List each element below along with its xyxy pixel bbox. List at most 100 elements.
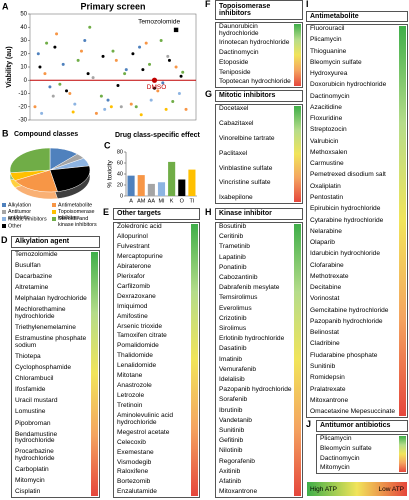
drug-name: Amifostine	[117, 312, 148, 320]
drug-name: Raloxifene	[117, 468, 149, 476]
drug-name: Cabazitaxel	[219, 119, 254, 127]
y-tick-label: 40	[20, 25, 27, 31]
drug-name: Ceritinib	[219, 233, 244, 241]
drug-name: Erlotinib hydrochloride	[219, 335, 285, 343]
legend-label: Antimetabolite	[58, 202, 92, 208]
drug-name: Vinorelbine tartrate	[219, 134, 275, 142]
drug-name: Cabozantinib	[219, 274, 258, 282]
y-tick-label: 0	[24, 78, 28, 84]
list-title: Topoisomerase inhibitors	[215, 0, 303, 20]
x-tick-label: O	[180, 198, 185, 204]
annotation-label: DMSO	[147, 84, 167, 91]
drug-name: Dacarbazine	[15, 273, 53, 281]
drug-name: Ifosfamide	[15, 386, 46, 394]
drug-list: Fluorouracil Plicamycin Thioguanine Bleomyc…	[306, 24, 408, 418]
atp-gradient	[91, 252, 98, 496]
drug-name: Mitotane	[117, 372, 143, 380]
drug-name: Tamoxifen citrate	[117, 332, 167, 340]
point	[76, 58, 80, 62]
drug-name: Teniposide	[219, 68, 251, 76]
drug-name: Clofarabine	[310, 261, 344, 269]
drug-name: Carfilzomib	[117, 282, 150, 290]
point	[99, 94, 103, 98]
drug-name: Dactinomycin	[310, 92, 350, 100]
point	[177, 92, 181, 95]
point	[65, 89, 69, 93]
drug-name: Vandetanib	[219, 416, 252, 424]
drug-name: Trametinib	[219, 243, 250, 251]
point	[119, 105, 123, 109]
y-tick-label: 20	[20, 51, 27, 57]
panel-letter: J	[306, 419, 312, 429]
drug-name: Nilotinib	[219, 447, 243, 455]
panel-letter: C	[104, 140, 111, 150]
y-tick-label: 0	[120, 193, 123, 199]
drug-name: Omacetaxine Mepesuccinate	[310, 408, 396, 416]
drug-name: Paclitaxel	[219, 149, 248, 157]
drug-name: Sunitinib	[219, 427, 245, 435]
point	[38, 65, 42, 69]
point	[153, 86, 156, 90]
legend-label-line: Topoisomerase	[58, 209, 95, 215]
drug-name: Dasatinib	[219, 345, 247, 353]
atp-scale: High ATP Low ATP	[307, 482, 407, 496]
drug-name: Dexrazoxane	[117, 292, 156, 300]
drug-name: Cytarabine hydrochloride	[310, 216, 384, 224]
chart-title: Primary screen	[80, 1, 145, 11]
drug-name: Ixabepilone	[219, 194, 253, 202]
atp-gradient	[294, 224, 301, 496]
x-tick-label: A	[129, 198, 133, 204]
drug-name: Thiotepa	[15, 352, 41, 360]
legend-swatch	[2, 210, 6, 214]
point	[109, 105, 113, 109]
point	[106, 98, 110, 102]
atp-gradient	[399, 26, 406, 416]
legend-label-line: antibiotic	[8, 215, 30, 221]
chart-title: Compound classes	[14, 131, 78, 138]
x-tick-label: K	[170, 198, 174, 204]
y-tick-label: -30	[18, 118, 27, 124]
drug-name: Lomustine	[15, 408, 46, 416]
point	[181, 70, 185, 74]
drug-name: Carboplatin	[15, 465, 49, 473]
bar	[127, 175, 135, 196]
point	[131, 52, 135, 56]
drug-name: Vismodegib	[117, 458, 152, 466]
drug-name: Uracil mustard	[15, 397, 58, 405]
drug-name: Vorinostat	[310, 295, 340, 303]
drug-name: Bosutinib	[219, 223, 247, 230]
point	[111, 49, 115, 53]
y-tick-label: 80	[117, 149, 123, 155]
atp-gradient	[294, 106, 301, 202]
drug-name: Megestrol acetate	[117, 428, 170, 436]
point	[86, 72, 90, 76]
legend-label: Topoisomerase inhibitors	[58, 209, 95, 221]
drug-name: Bleomycin sulfate	[320, 444, 372, 452]
list-title: Other targets	[113, 208, 200, 220]
drug-name: Streptozocin	[310, 126, 347, 134]
drug-name: Dactinomycin	[320, 454, 360, 462]
drug-name: Pazopanib hydrochloride	[219, 386, 292, 394]
x-tick-label: AM	[137, 198, 146, 204]
point	[116, 84, 120, 88]
drug-name: Zoledronic acid	[117, 223, 162, 230]
list-title: Antimetabolite	[306, 11, 408, 22]
drug-name: Thioguanine	[310, 47, 347, 55]
point	[88, 25, 92, 29]
y-tick-label: 40	[117, 171, 123, 177]
y-axis-label: Viability (au)	[6, 46, 13, 88]
annotation-point	[151, 77, 158, 83]
panel-letter: B	[2, 128, 9, 138]
point	[174, 65, 178, 69]
drug-name: Sorafenib	[219, 396, 248, 404]
point	[103, 107, 107, 111]
point	[166, 54, 170, 58]
pie-slice	[14, 169, 58, 193]
drug-name: Lapatinib	[219, 253, 246, 261]
drug-name: Imatinib	[219, 355, 243, 363]
point	[45, 41, 49, 45]
drug-name: Nelarabine	[310, 227, 342, 235]
legend-label: Mitotic inhibitors	[8, 216, 47, 222]
drug-name: Ibrutinib	[219, 406, 243, 414]
pie-slice	[49, 165, 91, 192]
